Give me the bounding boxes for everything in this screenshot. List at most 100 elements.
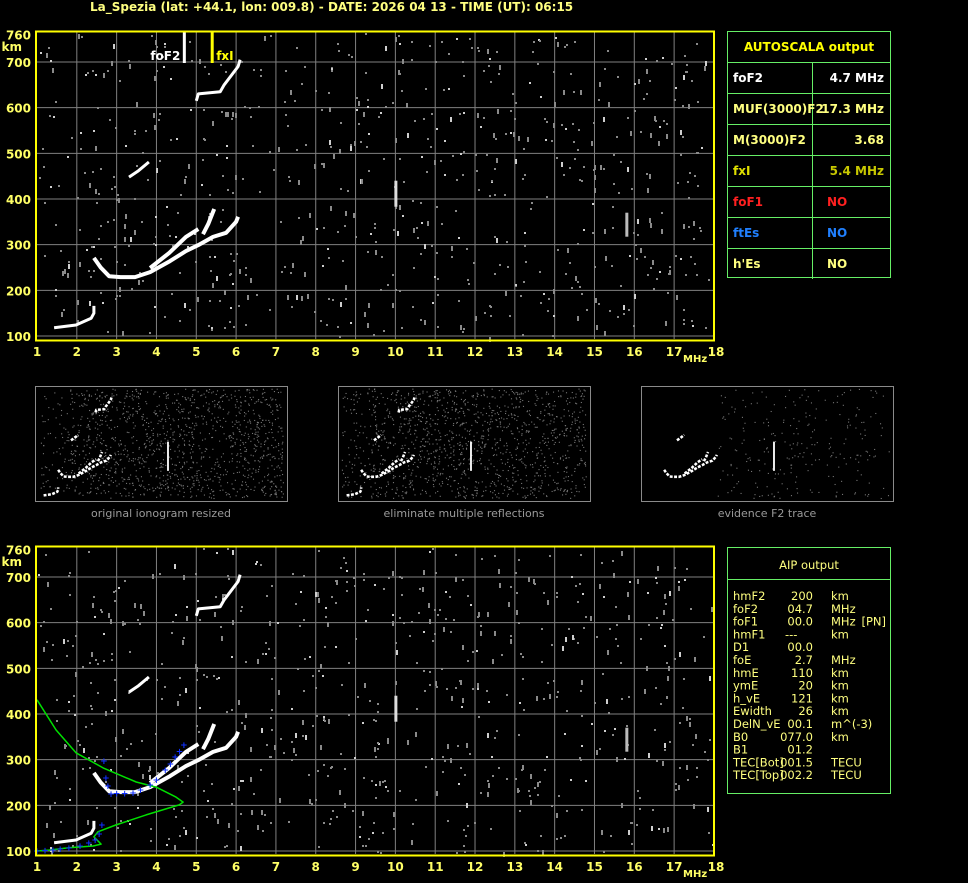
noise-echo	[631, 843, 633, 845]
noise-echo	[440, 472, 442, 474]
noise-echo	[99, 435, 101, 437]
noise-echo	[135, 475, 137, 477]
noise-echo	[536, 457, 538, 459]
noise-echo	[411, 59, 413, 61]
noise-echo	[184, 478, 186, 480]
noise-echo	[148, 484, 150, 486]
noise-echo	[350, 398, 352, 400]
noise-echo	[63, 309, 65, 311]
noise-echo	[260, 75, 262, 77]
noise-echo	[211, 239, 213, 241]
noise-echo	[564, 46, 566, 48]
noise-echo	[231, 436, 233, 438]
noise-echo	[117, 827, 119, 829]
noise-echo	[109, 119, 111, 121]
noise-echo	[132, 451, 134, 454]
noise-echo	[142, 280, 144, 282]
noise-echo	[583, 229, 585, 231]
noise-echo	[569, 401, 571, 404]
noise-echo	[139, 392, 141, 395]
noise-echo	[596, 636, 598, 638]
noise-echo	[146, 417, 148, 419]
noise-echo	[465, 474, 467, 476]
x-tick-label: 15	[586, 345, 603, 359]
noise-echo	[372, 832, 374, 834]
noise-echo	[781, 432, 783, 434]
trace-f2-x2	[201, 208, 217, 236]
y-tick-label: 760	[6, 29, 31, 43]
noise-echo	[685, 71, 687, 73]
noise-echo	[389, 441, 391, 443]
noise-echo	[261, 402, 263, 404]
noise-echo	[478, 441, 480, 443]
noise-echo	[375, 488, 377, 491]
noise-echo	[132, 399, 134, 401]
noise-echo	[137, 791, 139, 796]
noise-echo	[215, 430, 217, 432]
noise-echo	[43, 647, 45, 652]
noise-echo	[108, 478, 110, 480]
noise-echo	[368, 133, 370, 135]
noise-echo	[375, 443, 377, 445]
noise-echo	[523, 487, 525, 489]
noise-echo	[434, 462, 436, 464]
noise-echo	[101, 611, 103, 613]
noise-echo	[583, 483, 585, 486]
noise-echo	[231, 483, 233, 485]
noise-echo	[226, 845, 228, 847]
noise-echo	[476, 493, 478, 495]
noise-echo	[320, 745, 322, 750]
noise-echo	[274, 439, 276, 441]
noise-echo	[70, 472, 73, 474]
noise-echo	[432, 473, 434, 476]
noise-echo	[559, 458, 562, 460]
noise-echo	[97, 663, 99, 665]
noise-echo	[524, 497, 526, 499]
noise-echo	[503, 445, 505, 447]
autoscala-label: h'Es	[733, 257, 761, 271]
noise-echo	[458, 434, 460, 436]
noise-echo	[139, 467, 141, 470]
noise-echo	[860, 474, 862, 476]
noise-echo	[459, 487, 461, 489]
noise-echo	[161, 419, 163, 421]
noise-echo	[483, 435, 485, 437]
noise-echo	[761, 495, 763, 497]
noise-echo	[660, 703, 662, 705]
noise-echo	[402, 497, 404, 499]
noise-echo	[373, 467, 375, 469]
noise-echo	[230, 253, 232, 255]
noise-echo	[498, 390, 500, 392]
noise-echo	[672, 619, 674, 621]
noise-echo	[753, 497, 755, 499]
noise-echo	[196, 667, 198, 672]
noise-echo	[861, 421, 863, 424]
noise-echo	[520, 392, 522, 394]
noise-echo	[353, 403, 355, 405]
noise-echo	[664, 743, 666, 748]
noise-echo	[185, 424, 187, 426]
noise-echo	[280, 221, 282, 223]
noise-echo	[598, 99, 600, 101]
noise-echo	[247, 461, 249, 463]
noise-echo	[505, 291, 507, 296]
noise-echo	[268, 431, 270, 433]
noise-echo	[767, 451, 769, 453]
x-tick-label: 11	[427, 860, 444, 874]
noise-echo	[178, 444, 180, 446]
noise-echo	[384, 436, 386, 438]
noise-echo	[421, 438, 424, 440]
noise-echo	[400, 426, 403, 428]
noise-echo	[387, 790, 389, 792]
noise-echo	[419, 450, 421, 453]
noise-echo	[116, 199, 118, 201]
noise-echo	[231, 709, 233, 711]
noise-echo	[755, 482, 757, 484]
noise-echo	[193, 485, 195, 487]
noise-echo	[790, 495, 793, 497]
noise-echo	[547, 413, 549, 415]
noise-echo	[661, 212, 663, 214]
noise-echo	[264, 485, 266, 487]
noise-echo	[243, 496, 245, 498]
noise-echo	[494, 236, 496, 238]
